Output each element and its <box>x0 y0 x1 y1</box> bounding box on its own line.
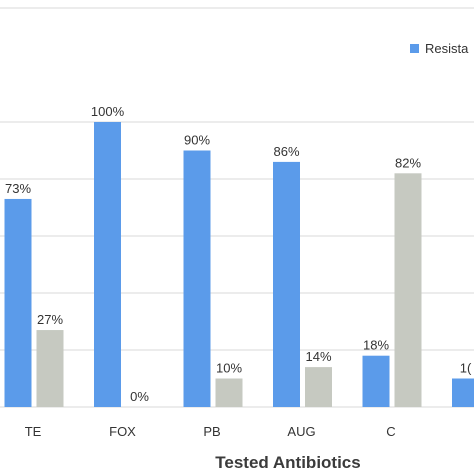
bar-series1-extra <box>452 378 474 407</box>
legend-swatch-resistant <box>410 44 419 53</box>
value-label: 73% <box>5 181 31 196</box>
bar-series1-C <box>362 355 390 407</box>
bar-series2-PB <box>215 378 243 407</box>
bar-series1-FOX <box>94 122 121 407</box>
x-tick-label: PB <box>203 424 220 439</box>
value-label: 10% <box>216 361 242 376</box>
value-label: 100% <box>91 104 125 119</box>
value-label: 86% <box>273 144 299 159</box>
gridlines <box>0 7 474 408</box>
x-tick-label: FOX <box>109 424 136 439</box>
value-label: 14% <box>305 349 331 364</box>
value-label: 18% <box>363 338 389 353</box>
bar-series2-AUG <box>305 367 332 407</box>
value-label: 0% <box>130 389 149 404</box>
x-axis-title: Tested Antibiotics <box>215 453 360 472</box>
legend-label-resistant: Resista <box>425 41 469 56</box>
bar-series1-AUG <box>273 161 300 407</box>
bar-series1-PB <box>183 150 211 407</box>
legend: Resista <box>410 41 469 56</box>
value-label: 27% <box>37 312 63 327</box>
bar-series1-TE <box>4 198 32 407</box>
x-tick-label: TE <box>25 424 42 439</box>
x-tick-labels: TE FOX PB AUG C <box>25 424 396 439</box>
x-tick-label: AUG <box>287 424 315 439</box>
bar-series2-C <box>394 173 422 407</box>
value-label: 1( <box>460 361 472 376</box>
bars <box>4 122 474 407</box>
bar-series2-TE <box>36 330 64 407</box>
value-labels: 73% 27% 100% 0% 90% 10% 86% 14% 18% 82% 1( <box>5 104 472 404</box>
value-label: 90% <box>184 133 210 148</box>
value-label: 82% <box>395 155 421 170</box>
x-tick-label: C <box>386 424 395 439</box>
